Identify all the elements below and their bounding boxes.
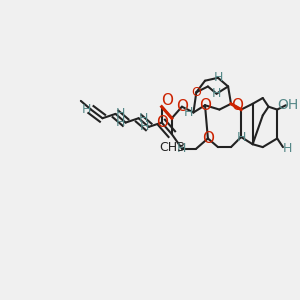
Text: O: O bbox=[176, 99, 188, 114]
Text: H: H bbox=[283, 142, 292, 155]
Text: H: H bbox=[184, 106, 194, 119]
Text: H: H bbox=[212, 87, 221, 100]
Text: H: H bbox=[139, 120, 149, 134]
Text: H: H bbox=[213, 71, 223, 84]
Text: O: O bbox=[199, 98, 211, 113]
Text: H: H bbox=[116, 107, 125, 120]
Text: O: O bbox=[161, 93, 173, 108]
Text: O: O bbox=[156, 115, 168, 130]
Text: O: O bbox=[202, 131, 214, 146]
Text: H: H bbox=[82, 103, 91, 116]
Text: H: H bbox=[139, 112, 148, 125]
Text: H: H bbox=[236, 130, 246, 143]
Text: H: H bbox=[177, 142, 187, 155]
Text: O: O bbox=[231, 98, 243, 113]
Text: O: O bbox=[191, 86, 201, 99]
Text: CH3: CH3 bbox=[159, 141, 185, 154]
Text: OH: OH bbox=[277, 98, 298, 112]
Text: H: H bbox=[116, 116, 126, 129]
